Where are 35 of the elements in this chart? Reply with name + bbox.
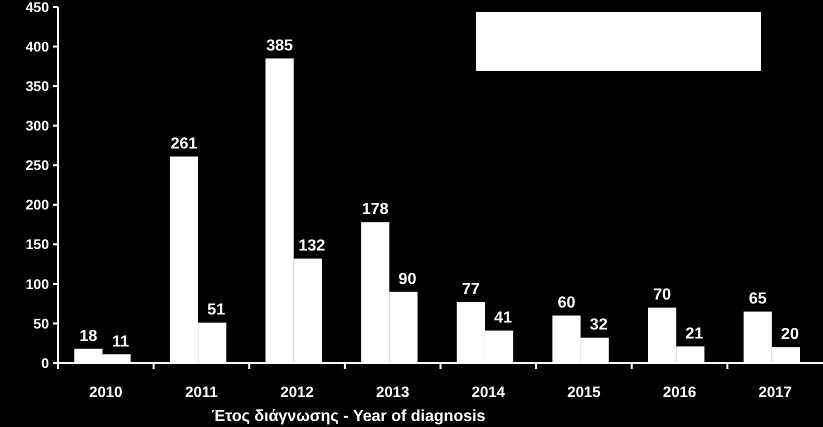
data-label: 21: [685, 325, 704, 342]
data-label: 41: [494, 310, 512, 327]
y-tick-label: 300: [26, 118, 50, 134]
y-tick-label: 450: [26, 0, 50, 15]
data-label: 11: [112, 333, 130, 350]
y-tick-label: 250: [26, 157, 50, 174]
y-tick-label: 350: [26, 78, 50, 94]
data-label: 51: [207, 302, 226, 319]
data-label: 18: [79, 328, 98, 345]
x-axis-title: Έτος διάγνωσης - Year of diagnosis: [212, 408, 486, 425]
data-label: 70: [653, 286, 672, 304]
x-tick-label: 2012: [280, 384, 314, 401]
y-tick-label: 150: [26, 236, 50, 252]
data-label: 178: [362, 201, 389, 218]
data-label: 65: [748, 290, 767, 308]
x-tick-label: 2010: [89, 384, 122, 401]
data-label: 90: [398, 270, 416, 288]
data-label: 32: [590, 316, 608, 334]
x-tick-label: 2016: [662, 384, 696, 401]
x-tick-label: 2017: [758, 384, 792, 401]
data-label: 385: [266, 37, 294, 54]
x-tick-label: 2015: [567, 384, 601, 401]
x-tick-label: 2013: [376, 384, 410, 401]
data-label: 261: [170, 136, 198, 153]
y-tick-label: 100: [26, 276, 50, 292]
data-label: 77: [462, 281, 480, 298]
y-tick-label: 200: [26, 196, 50, 213]
data-label: 20: [781, 326, 799, 344]
x-tick-label: 2014: [472, 384, 506, 401]
y-tick-label: 50: [33, 315, 50, 332]
data-label: 60: [558, 294, 576, 312]
x-tick-label: 2011: [185, 384, 218, 401]
data-label: 132: [298, 238, 326, 255]
y-tick-label: 400: [26, 38, 50, 54]
y-tick-label: 0: [41, 354, 50, 371]
